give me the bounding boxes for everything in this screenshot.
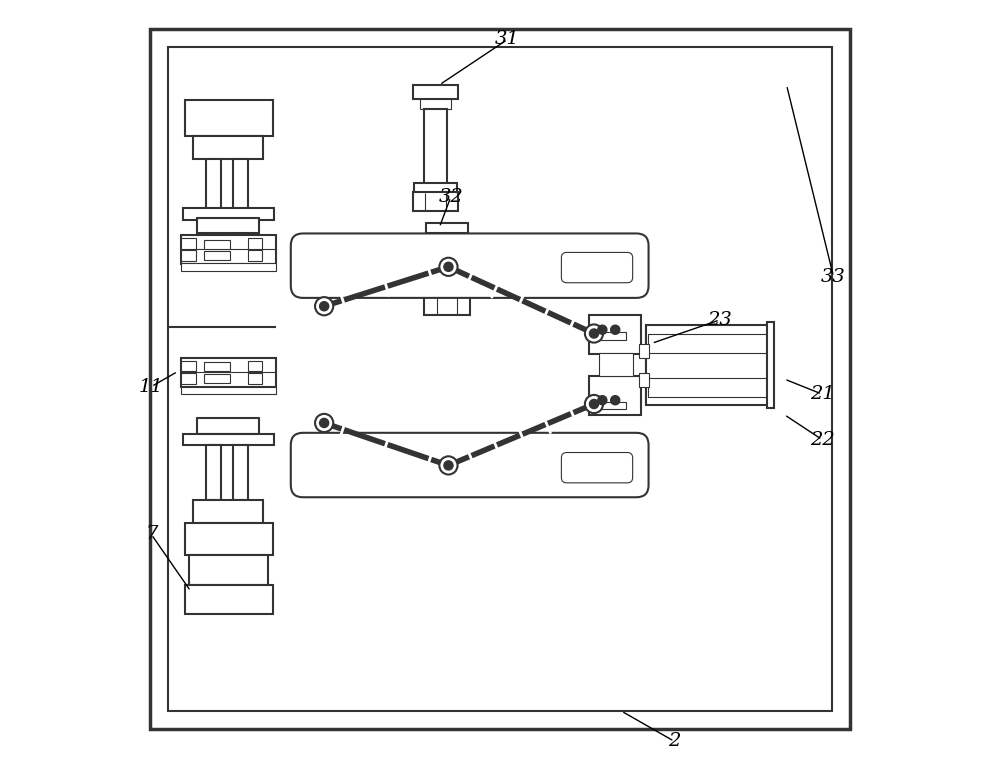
Bar (185, 585, 273, 614)
Bar (639, 344, 649, 358)
Bar (206, 159, 221, 212)
Bar (599, 353, 633, 376)
Text: 32: 32 (438, 188, 463, 206)
FancyBboxPatch shape (291, 233, 649, 298)
Bar (181, 263, 276, 271)
Bar (589, 376, 641, 415)
Circle shape (444, 461, 453, 470)
Bar (233, 159, 248, 212)
Text: 22: 22 (810, 431, 835, 449)
Bar (639, 373, 649, 387)
Circle shape (598, 325, 607, 334)
Circle shape (320, 302, 329, 311)
Bar (433, 233, 461, 243)
Bar (193, 136, 263, 159)
Bar (420, 99, 451, 109)
Bar (233, 445, 248, 500)
Circle shape (439, 456, 458, 475)
Bar (426, 223, 468, 233)
Bar (181, 238, 196, 249)
Circle shape (315, 414, 333, 432)
Bar (206, 445, 221, 500)
Text: 11: 11 (139, 377, 164, 396)
Circle shape (585, 324, 603, 343)
FancyBboxPatch shape (291, 433, 649, 497)
FancyBboxPatch shape (561, 453, 633, 483)
FancyBboxPatch shape (561, 252, 633, 283)
Bar (414, 183, 457, 193)
Text: 31: 31 (495, 30, 520, 49)
Bar (197, 418, 259, 434)
Bar (424, 297, 470, 315)
Bar (767, 322, 774, 408)
Bar (181, 373, 196, 384)
Circle shape (320, 418, 329, 428)
Bar (248, 361, 262, 371)
Bar (181, 387, 276, 394)
Bar (197, 218, 259, 233)
Bar (204, 240, 230, 249)
Bar (181, 250, 196, 261)
Bar (181, 358, 276, 387)
Bar (597, 332, 626, 340)
Bar (181, 235, 276, 264)
Text: 7: 7 (145, 525, 158, 543)
Bar (204, 362, 230, 371)
Bar (648, 334, 767, 353)
Circle shape (439, 258, 458, 276)
Bar (185, 523, 273, 555)
Bar (413, 192, 458, 211)
Text: 23: 23 (707, 311, 732, 329)
Bar (183, 208, 274, 220)
Circle shape (611, 396, 620, 405)
Bar (185, 100, 273, 136)
Bar (183, 434, 274, 445)
Circle shape (589, 329, 599, 338)
Text: 21: 21 (810, 385, 835, 403)
Bar (646, 325, 769, 405)
Circle shape (585, 395, 603, 413)
Circle shape (444, 262, 453, 271)
Circle shape (598, 396, 607, 405)
Bar (181, 361, 196, 371)
Bar (437, 243, 457, 290)
Circle shape (315, 297, 333, 315)
Bar (204, 251, 230, 260)
Bar (193, 500, 263, 523)
Circle shape (589, 399, 599, 409)
Bar (248, 238, 262, 249)
Bar (248, 250, 262, 261)
Bar (168, 47, 832, 711)
Bar (248, 373, 262, 384)
Bar (204, 374, 230, 383)
Text: 2: 2 (668, 732, 681, 750)
Bar (424, 109, 447, 185)
Bar (648, 378, 767, 397)
Circle shape (611, 325, 620, 334)
Bar (589, 315, 641, 354)
Bar (426, 288, 468, 298)
Bar (189, 555, 268, 585)
Bar (597, 402, 626, 409)
Bar (413, 85, 458, 99)
Text: 33: 33 (821, 268, 846, 286)
